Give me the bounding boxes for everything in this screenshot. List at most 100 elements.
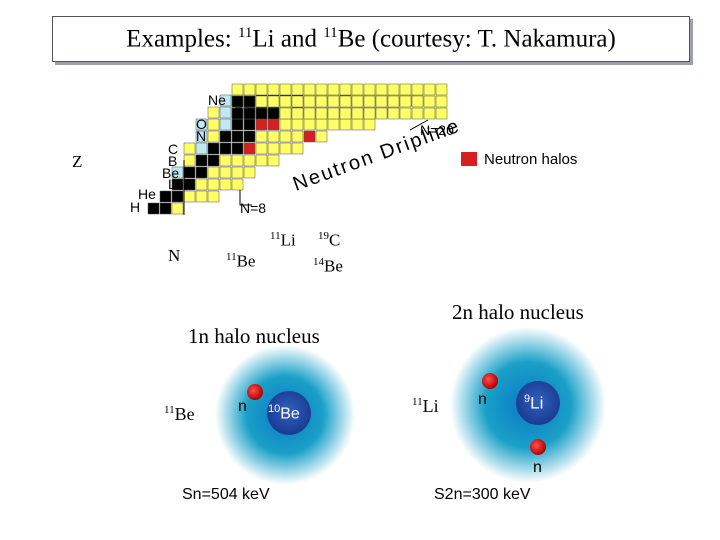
nuclide-cell	[207, 178, 220, 191]
nuclide-cell	[267, 83, 280, 96]
nuclide-cell	[411, 107, 424, 120]
nuclide-cell	[303, 95, 316, 108]
nuclide-cell	[219, 94, 232, 107]
halo1n-neutron-label: n	[238, 398, 247, 415]
nuclide-cell	[279, 95, 292, 108]
nuclide-cell	[255, 107, 268, 120]
label-b: B	[168, 153, 178, 169]
nuclide-cell	[231, 118, 244, 131]
nuclide-cell	[291, 130, 304, 143]
nuclide-cell	[423, 95, 436, 108]
nuclide-cell	[363, 118, 376, 131]
nuclide-cell	[387, 107, 400, 120]
nuclide-cell	[411, 95, 424, 108]
nuclide-cell	[183, 178, 196, 191]
nuclide-cell	[219, 166, 232, 179]
halo1n-core-label: 10Be	[268, 403, 300, 423]
legend-halos-label: Neutron halos	[484, 151, 578, 168]
nuclide-cell	[351, 83, 364, 96]
nuclide-cell	[219, 130, 232, 143]
nuclide-cell	[219, 118, 232, 131]
nuclide-cell	[411, 83, 424, 96]
nuclide-cell	[255, 142, 268, 155]
nuclide-cell	[267, 154, 280, 167]
nuclide-cell	[315, 95, 328, 108]
nucleus-li11: 11Li	[270, 230, 296, 250]
nuclide-cell	[171, 178, 184, 191]
nuclide-cell	[279, 83, 292, 96]
nuclide-cell	[243, 118, 256, 131]
nuclide-cell	[243, 107, 256, 120]
core-10be	[267, 391, 311, 435]
label-c: C	[168, 141, 179, 157]
label-o: O	[196, 116, 207, 132]
magic-n8-label: N=8	[240, 200, 267, 216]
nuclide-cell	[315, 107, 328, 120]
legend-halo-swatch	[461, 152, 477, 166]
nuclide-cell	[339, 118, 352, 131]
nuclide-cell	[171, 202, 184, 215]
halo1n-sep-energy: Sn=504 keV	[182, 486, 270, 503]
nuclide-cell	[279, 118, 292, 131]
nuclide-cell	[291, 107, 304, 120]
nuclide-cell	[279, 142, 292, 155]
nuclide-cell	[435, 83, 448, 96]
nuclide-cell	[231, 178, 244, 191]
nuclide-cell	[303, 130, 316, 143]
nuclide-cell	[375, 83, 388, 96]
nuclide-cell	[315, 118, 328, 131]
nuclide-cell	[279, 107, 292, 120]
nuclide-cell	[303, 83, 316, 96]
nuclide-cell	[387, 83, 400, 96]
nuclide-cell	[399, 95, 412, 108]
nuclide-cell	[231, 154, 244, 167]
halo1n-nucleus: 11Be	[164, 404, 195, 424]
nuclide-cell	[291, 83, 304, 96]
halo2n-neutron-label-2: n	[533, 459, 542, 476]
neutron-2n-b	[530, 439, 546, 455]
nuclide-cell	[327, 83, 340, 96]
nuclide-cell	[255, 130, 268, 143]
nuclide-cell	[351, 118, 364, 131]
nuclide-cell	[183, 190, 196, 203]
nuclide-cell	[195, 130, 208, 143]
nuclide-cell	[255, 154, 268, 167]
nuclide-cell	[375, 107, 388, 120]
nuclide-cell	[435, 107, 448, 120]
nuclide-cell	[267, 130, 280, 143]
nuclide-cell	[183, 166, 196, 179]
nuclide-cell	[255, 83, 268, 96]
halo2n-heading: 2n halo nucleus	[452, 300, 584, 324]
nuclide-cell	[231, 142, 244, 155]
nuclide-cells	[147, 83, 448, 215]
label-f: F	[234, 104, 243, 120]
nuclide-cell	[291, 142, 304, 155]
nuclide-cell	[291, 95, 304, 108]
neutron-2n-a	[482, 373, 498, 389]
nuclide-cell	[219, 142, 232, 155]
nuclide-cell	[423, 107, 436, 120]
nuclide-cell	[351, 107, 364, 120]
nuclide-cell	[399, 107, 412, 120]
nuclide-cell	[435, 95, 448, 108]
nuclide-cell	[231, 95, 244, 108]
nuclide-cell	[267, 107, 280, 120]
axis-z-label: Z	[72, 152, 83, 171]
nuclide-cell	[255, 118, 268, 131]
nucleus-be11: 11Be	[226, 251, 256, 271]
nuclide-cell	[339, 83, 352, 96]
nuclide-cell	[195, 190, 208, 203]
nuclide-cell	[279, 130, 292, 143]
nuclide-cell	[351, 95, 364, 108]
nuclide-cell	[327, 118, 340, 131]
nuclide-cell	[219, 154, 232, 167]
nucleus-be14: 14Be	[313, 256, 343, 276]
nuclide-cell	[171, 190, 184, 203]
nuclide-cell	[195, 154, 208, 167]
nuclide-cell	[183, 154, 196, 167]
nuclide-cell	[243, 166, 256, 179]
nuclide-cell	[327, 95, 340, 108]
nuclide-cell	[255, 95, 268, 108]
nuclide-cell	[315, 130, 328, 143]
nuclide-cell	[243, 95, 256, 108]
